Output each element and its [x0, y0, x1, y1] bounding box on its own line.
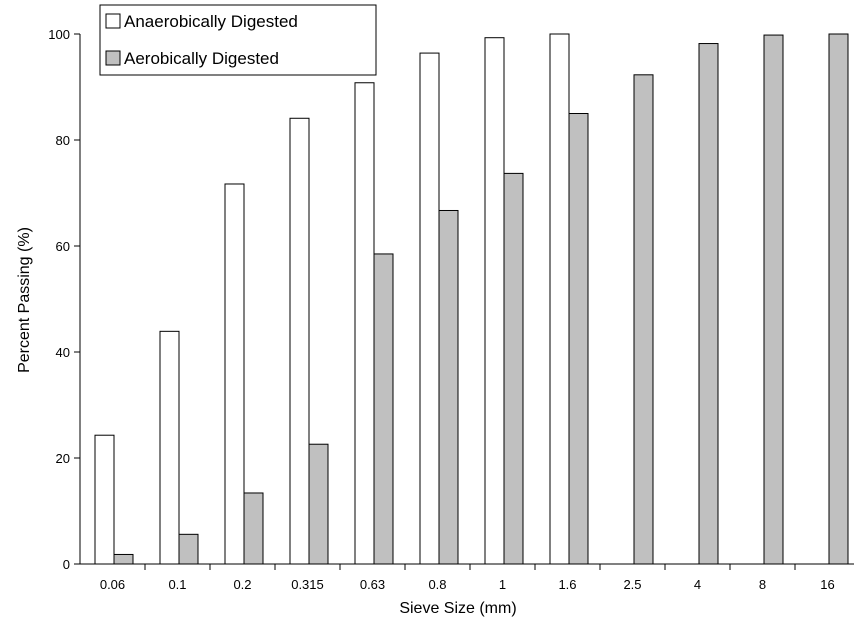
legend-swatch-aerobic: [105, 50, 121, 66]
x-tick-label: 4: [694, 577, 701, 592]
x-tick-label: 0.06: [100, 577, 125, 592]
x-tick-label: 0.315: [291, 577, 324, 592]
bar-anaerobic-0.8: [419, 52, 440, 565]
bar-aerobic-2.5: [633, 74, 654, 565]
x-tick-label: 0.1: [168, 577, 186, 592]
y-ticks-group: 0 20 40 60 80 100: [48, 27, 80, 572]
bar-anaerobic-0.315: [289, 117, 310, 565]
bar-aerobic-1: [503, 172, 524, 565]
bar-anaerobic-0.2: [224, 183, 245, 565]
bar-aerobic-4: [698, 43, 719, 565]
x-tick-label: 0.8: [428, 577, 446, 592]
y-tick-label: 80: [56, 133, 70, 148]
x-tick-label: 0.2: [233, 577, 251, 592]
legend-label-anaerobic: Anaerobically Digested: [124, 12, 298, 31]
x-tick-label: 2.5: [623, 577, 641, 592]
y-tick-label: 0: [63, 557, 70, 572]
y-tick-label: 20: [56, 451, 70, 466]
bar-aerobic-0.06: [113, 553, 134, 565]
y-axis-title: Percent Passing (%): [16, 227, 33, 373]
axes-group: [79, 34, 854, 565]
x-axis-title: Sieve Size (mm): [399, 600, 516, 617]
y-tick-label: 40: [56, 345, 70, 360]
legend-swatch-anaerobic: [105, 13, 121, 29]
bar-aerobic-0.63: [373, 253, 394, 565]
bar-aerobic-16: [828, 33, 849, 565]
bar-aerobic-8: [763, 34, 784, 565]
bar-aerobic-0.8: [438, 209, 459, 565]
legend-label-aerobic: Aerobically Digested: [124, 49, 279, 68]
bar-aerobic-1.6: [568, 113, 589, 565]
y-tick-label: 60: [56, 239, 70, 254]
bar-anaerobic-0.1: [159, 330, 180, 565]
bar-anaerobic-1.6: [549, 33, 570, 565]
bar-aerobic-0.1: [178, 533, 199, 565]
x-ticks-group: 0.06 0.1 0.2 0.315 0.63 0.8 1 1.6 2.5 4 8 16: [100, 564, 835, 592]
bar-anaerobic-0.06: [94, 434, 115, 565]
bars-group: [94, 33, 849, 565]
bar-anaerobic-0.63: [354, 82, 375, 565]
x-tick-label: 16: [820, 577, 834, 592]
x-tick-label: 1: [499, 577, 506, 592]
x-tick-label: 8: [759, 577, 766, 592]
x-tick-label: 0.63: [360, 577, 385, 592]
bar-aerobic-0.2: [243, 492, 264, 565]
legend-box: [99, 4, 377, 76]
x-tick-label: 1.6: [558, 577, 576, 592]
bar-aerobic-0.315: [308, 443, 329, 565]
y-tick-label: 100: [48, 27, 70, 42]
bar-anaerobic-1: [484, 37, 505, 565]
legend: Anaerobically Digested Aerobically Diges…: [99, 4, 377, 76]
